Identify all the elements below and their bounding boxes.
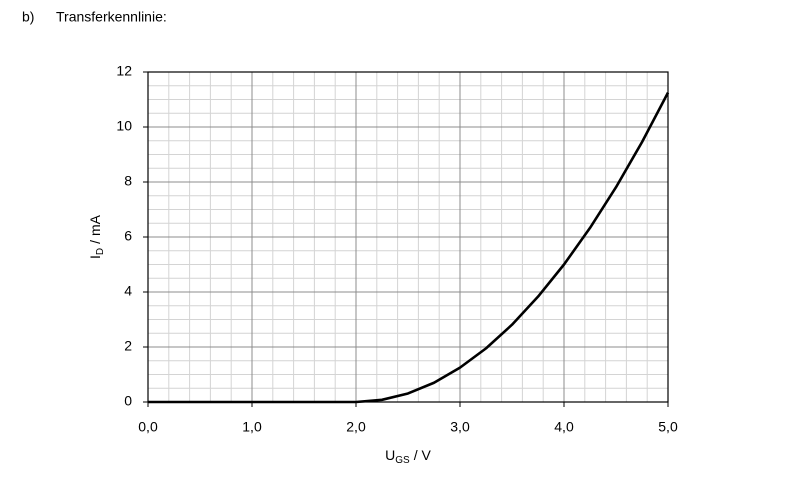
y-tick-label: 12 (116, 63, 132, 79)
y-tick-label: 8 (124, 173, 132, 189)
x-tick-label: 4,0 (554, 419, 574, 435)
x-axis-label-part: U (385, 447, 395, 463)
x-tick-label: 0,0 (138, 419, 158, 435)
y-axis-label: ID / mA (87, 214, 106, 259)
header-label: b) (22, 9, 34, 25)
x-tick-label: 2,0 (346, 419, 366, 435)
y-axis-label-part: D (95, 248, 106, 255)
header-title: Transferkennlinie: (56, 9, 167, 25)
y-tick-label: 2 (124, 338, 132, 354)
x-tick-label: 5,0 (658, 419, 678, 435)
y-tick-label: 0 (124, 393, 132, 409)
y-tick-label: 4 (124, 283, 132, 299)
x-tick-label: 1,0 (242, 419, 262, 435)
x-axis-label-part: / V (414, 447, 432, 463)
x-tick-label: 3,0 (450, 419, 470, 435)
data-line (148, 92, 670, 404)
y-axis-label-part: / mA (87, 214, 103, 243)
x-axis-label: UGS / V (385, 447, 431, 466)
x-axis-label-part: GS (395, 455, 410, 466)
plot-frame (147, 71, 669, 403)
y-axis-label-part: I (87, 255, 103, 259)
y-tick-label: 10 (116, 118, 132, 134)
y-tick-label: 6 (124, 228, 132, 244)
